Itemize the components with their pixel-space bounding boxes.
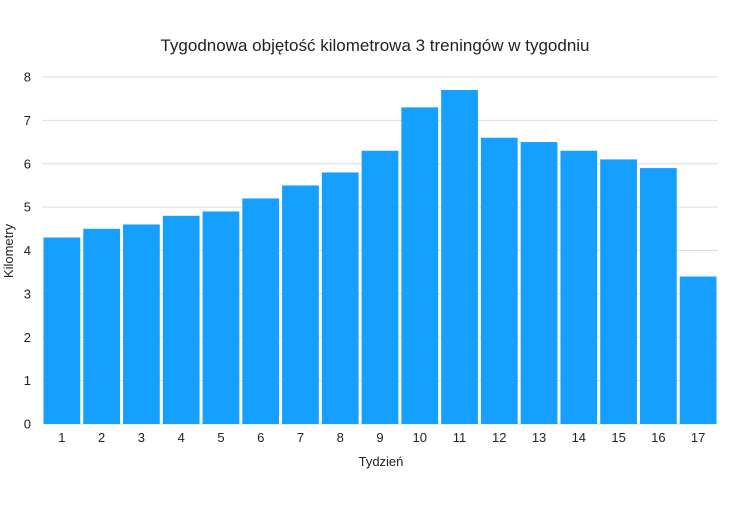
- y-tick-label: 0: [24, 417, 31, 432]
- x-tick-label: 9: [376, 430, 383, 445]
- bar: [321, 172, 359, 424]
- y-axis-label: Kilometry: [1, 223, 16, 278]
- x-tick-label: 7: [297, 430, 304, 445]
- x-tick-label: 2: [98, 430, 105, 445]
- y-axis-ticks: 0 1 2 3 4 5 6 7 8: [24, 70, 31, 432]
- bar: [480, 137, 518, 425]
- bar: [600, 159, 637, 424]
- bars: [43, 90, 717, 425]
- bar: [202, 211, 240, 424]
- bar: [520, 142, 558, 424]
- y-tick-label: 7: [24, 113, 31, 128]
- x-tick-label: 14: [572, 430, 586, 445]
- x-axis-ticks: 1 2 3 4 5 6 7 8 9 10 11 12 13 14 15 16 17: [58, 430, 705, 445]
- bar: [242, 198, 280, 424]
- x-tick-label: 12: [492, 430, 506, 445]
- bar: [560, 150, 598, 425]
- y-tick-label: 2: [24, 330, 31, 345]
- x-tick-label: 5: [217, 430, 224, 445]
- bar: [123, 224, 160, 424]
- x-tick-label: 4: [178, 430, 185, 445]
- y-tick-label: 5: [24, 200, 31, 215]
- bar: [401, 107, 439, 425]
- bar: [162, 215, 200, 424]
- x-tick-label: 6: [257, 430, 264, 445]
- bar: [83, 228, 121, 424]
- y-tick-label: 8: [24, 70, 31, 85]
- y-tick-label: 3: [24, 286, 31, 301]
- y-tick-label: 1: [24, 373, 31, 388]
- bar: [361, 150, 399, 425]
- x-tick-label: 8: [337, 430, 344, 445]
- y-tick-label: 4: [24, 243, 31, 258]
- bar: [43, 237, 81, 424]
- x-tick-label: 11: [453, 430, 467, 445]
- x-tick-label: 1: [58, 430, 65, 445]
- bar: [679, 276, 717, 424]
- x-tick-label: 10: [413, 430, 427, 445]
- x-tick-label: 17: [691, 430, 705, 445]
- x-axis-label: Tydzień: [359, 454, 404, 469]
- bar: [441, 90, 478, 424]
- x-tick-label: 16: [651, 430, 665, 445]
- x-tick-label: 3: [138, 430, 145, 445]
- bar: [282, 185, 319, 424]
- x-tick-label: 15: [611, 430, 625, 445]
- chart-title: Tygodnowa objętość kilometrowa 3 trening…: [160, 36, 590, 55]
- y-tick-label: 6: [24, 156, 31, 171]
- bar: [639, 168, 677, 424]
- x-tick-label: 13: [532, 430, 546, 445]
